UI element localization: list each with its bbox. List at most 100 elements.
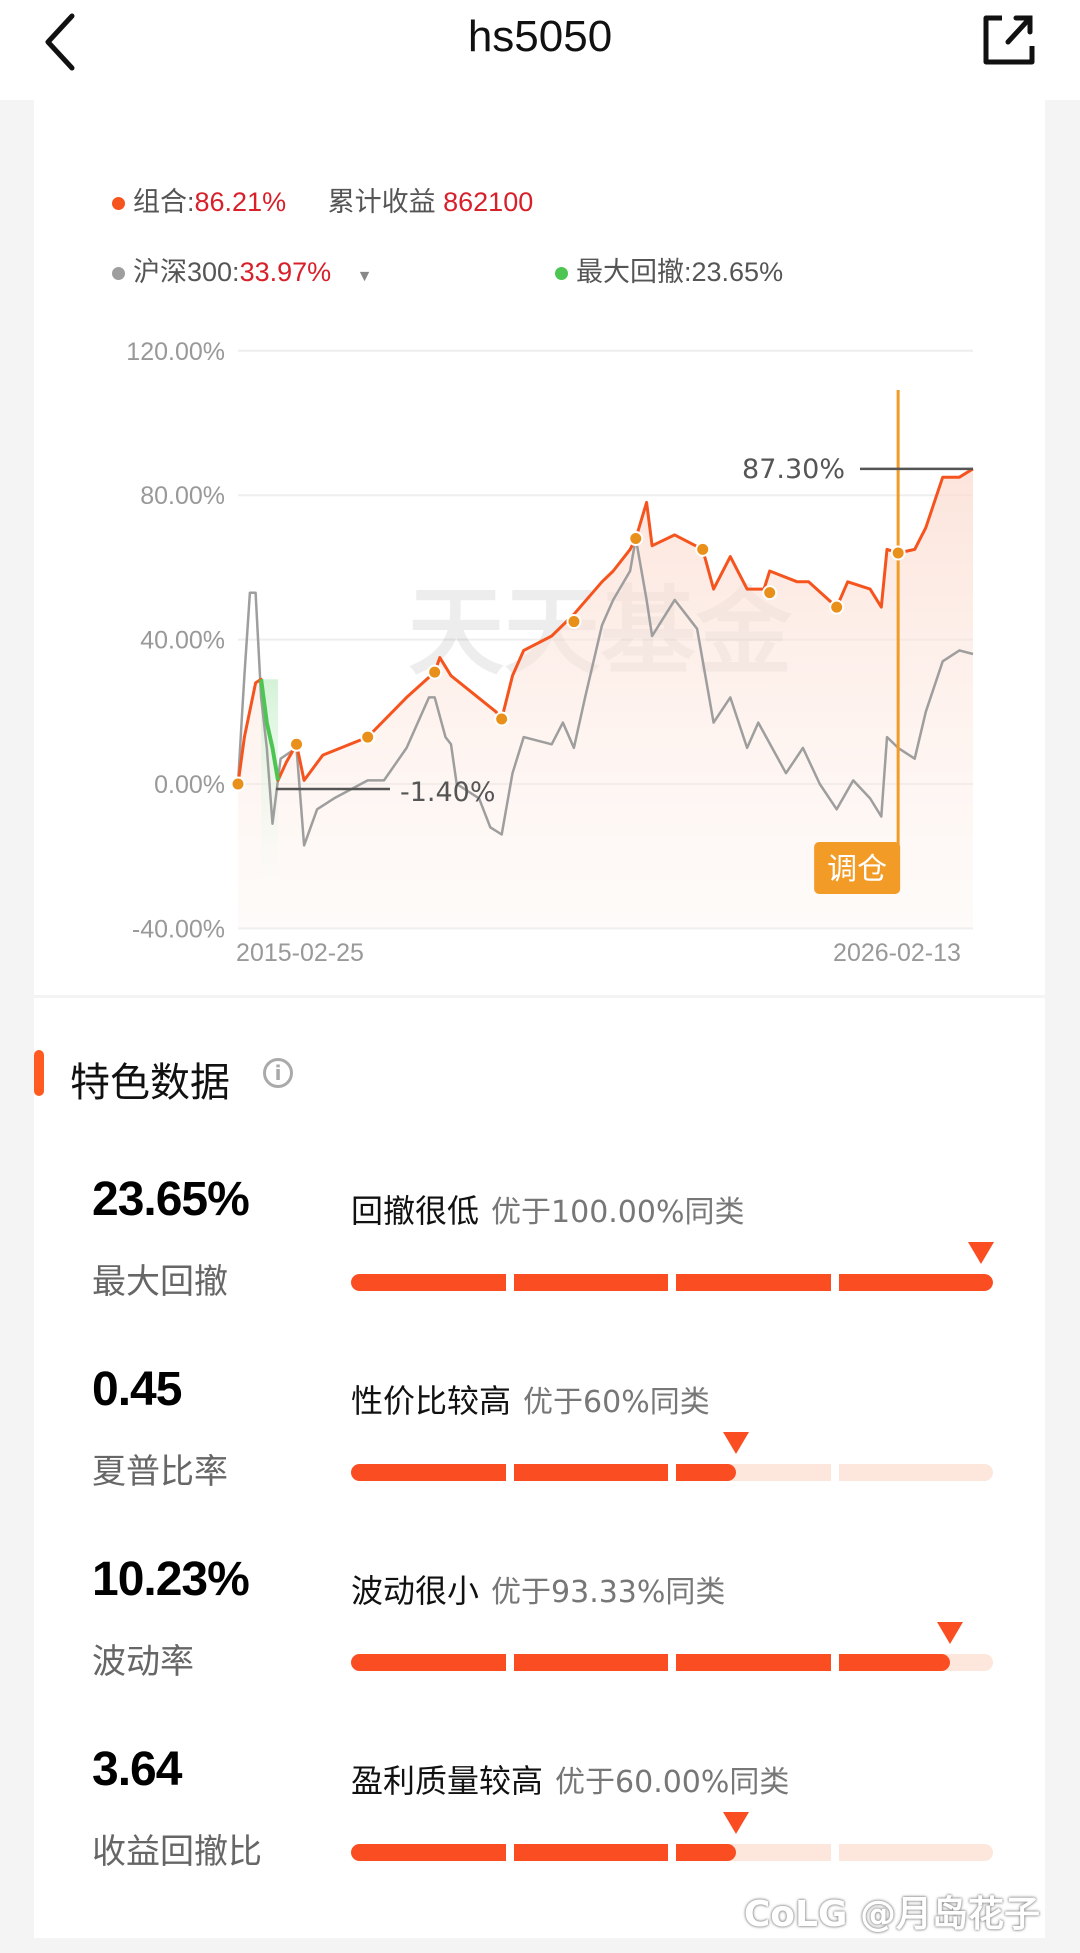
metric-rank: 优于60%同类: [523, 1385, 710, 1420]
bar-fill: [838, 1654, 951, 1671]
x-tick-start: 2015-02-25: [236, 939, 364, 967]
legend-portfolio[interactable]: 组合:86.21% 累计收益 862100: [112, 180, 533, 219]
max-marker-label: 87.30%: [742, 454, 845, 485]
top-nav-bar: hs5050: [0, 0, 1080, 100]
bar-segment: [513, 1274, 668, 1291]
y-tick-label: 40.00%: [140, 627, 225, 655]
metric-value: 10.23%: [92, 1553, 250, 1606]
legend-portfolio-value: 86.21%: [194, 187, 287, 217]
min-marker-label: -1.40%: [400, 777, 496, 808]
bar-fill: [676, 1464, 737, 1481]
drawdown-line: [259, 679, 280, 781]
rebalance-point[interactable]: [695, 541, 711, 557]
bar-fill: [676, 1654, 831, 1671]
benchmark-line: [236, 537, 974, 847]
rebalance-tag[interactable]: [814, 842, 901, 894]
rebalance-point[interactable]: [762, 585, 778, 601]
dropdown-caret-icon[interactable]: ▼: [356, 268, 373, 285]
rebalance-point[interactable]: [360, 729, 376, 745]
rebalance-point[interactable]: [289, 736, 305, 752]
percentile-bar: [351, 1242, 994, 1291]
benchmark-dot-icon: [112, 267, 125, 281]
footer-watermark: CoLG @月岛花子: [743, 1894, 1040, 1935]
metric-label: 夏普比率: [92, 1452, 228, 1492]
section-title: 特色数据: [70, 1060, 230, 1106]
performance-chart: 120.00%80.00%40.00%0.00%-40.00% 天天基金 调仓8…: [126, 338, 974, 967]
rebalance-point[interactable]: [628, 531, 644, 547]
page-title: hs5050: [467, 12, 613, 61]
metric-value: 23.65%: [92, 1173, 250, 1226]
legend-cum-value: 862100: [443, 187, 534, 217]
metric-label: 波动率: [92, 1642, 194, 1682]
bar-fill: [676, 1844, 737, 1861]
metric-desc-text: 波动很小: [351, 1572, 480, 1610]
bar-segment: [513, 1654, 668, 1671]
bar-fill: [351, 1654, 506, 1671]
legend-benchmark[interactable]: 沪深300:33.97% ▼: [112, 250, 373, 289]
metric-rank: 优于100.00%同类: [491, 1195, 745, 1230]
legend-portfolio-label: 组合:: [133, 187, 195, 217]
y-tick-label: -40.00%: [132, 915, 225, 943]
metric-desc-text: 回撤很低: [351, 1192, 480, 1230]
metric-value: 0.45: [92, 1363, 182, 1416]
metric-desc-text: 性价比较高: [351, 1382, 512, 1420]
metric-value: 3.64: [92, 1743, 182, 1796]
legend-drawdown: 最大回撤:23.65%: [555, 250, 783, 289]
metric-label: 收益回撤比: [92, 1832, 262, 1872]
rebalance-point[interactable]: [829, 599, 845, 615]
percentile-bar: [351, 1432, 993, 1481]
section-accent-bar: [34, 1050, 44, 1096]
y-tick-label: 0.00%: [154, 771, 225, 799]
metric-desc: 性价比较高 优于60%同类: [351, 1376, 710, 1422]
bar-segment: [676, 1654, 831, 1671]
bar-fill: [676, 1274, 831, 1291]
bar-segment: [838, 1274, 993, 1291]
percentile-bar: [351, 1622, 993, 1671]
rebalance-point[interactable]: [427, 664, 443, 680]
metric-desc: 波动很小 优于93.33%同类: [351, 1566, 725, 1612]
x-tick-end: 2026-02-13: [833, 939, 961, 967]
bar-fill: [513, 1274, 668, 1291]
rebalance-point[interactable]: [494, 711, 510, 727]
metric-rank: 优于60.00%同类: [555, 1765, 790, 1800]
metric-desc: 盈利质量较高 优于60.00%同类: [351, 1756, 789, 1802]
bar-segment: [351, 1654, 506, 1671]
percentile-marker-icon: [723, 1432, 750, 1454]
bar-segment: [513, 1844, 668, 1861]
bar-segment: [676, 1464, 831, 1481]
bar-segment: [351, 1844, 506, 1861]
bar-fill: [351, 1274, 506, 1291]
legend-cum-label: 累计收益: [327, 187, 436, 217]
y-tick-label: 120.00%: [126, 338, 225, 366]
rebalance-tag-label: 调仓: [827, 852, 887, 887]
bar-segment: [351, 1464, 506, 1481]
bar-segment: [676, 1274, 831, 1291]
metric-rank: 优于93.33%同类: [491, 1575, 726, 1610]
metric-desc: 回撤很低 优于100.00%同类: [351, 1186, 745, 1232]
bar-segment: [838, 1654, 993, 1671]
bar-segment: [838, 1464, 993, 1481]
bar-fill: [838, 1274, 993, 1291]
portfolio-dot-icon: [112, 197, 125, 211]
bar-segment: [676, 1844, 831, 1861]
bar-fill: [513, 1464, 668, 1481]
y-tick-label: 80.00%: [140, 482, 225, 510]
info-circle-icon[interactable]: i: [263, 1058, 293, 1088]
legend-benchmark-value: 33.97%: [239, 257, 332, 287]
chevron-left-icon[interactable]: [40, 12, 80, 72]
rebalance-point[interactable]: [890, 545, 906, 561]
metric-desc-text: 盈利质量较高: [351, 1762, 544, 1800]
share-icon[interactable]: [980, 10, 1040, 70]
metric-label: 最大回撤: [92, 1262, 228, 1302]
bar-fill: [513, 1654, 668, 1671]
rebalance-point[interactable]: [566, 614, 582, 630]
percentile-bar: [351, 1812, 993, 1861]
bar-fill: [351, 1464, 506, 1481]
percentile-marker-icon: [937, 1622, 964, 1644]
percentile-marker-icon: [723, 1812, 750, 1834]
rebalance-point[interactable]: [230, 776, 246, 792]
bar-segment: [838, 1844, 993, 1861]
legend-drawdown-label: 最大回撤:23.65%: [576, 257, 784, 287]
bar-segment: [351, 1274, 506, 1291]
percentile-marker-icon: [968, 1242, 994, 1264]
